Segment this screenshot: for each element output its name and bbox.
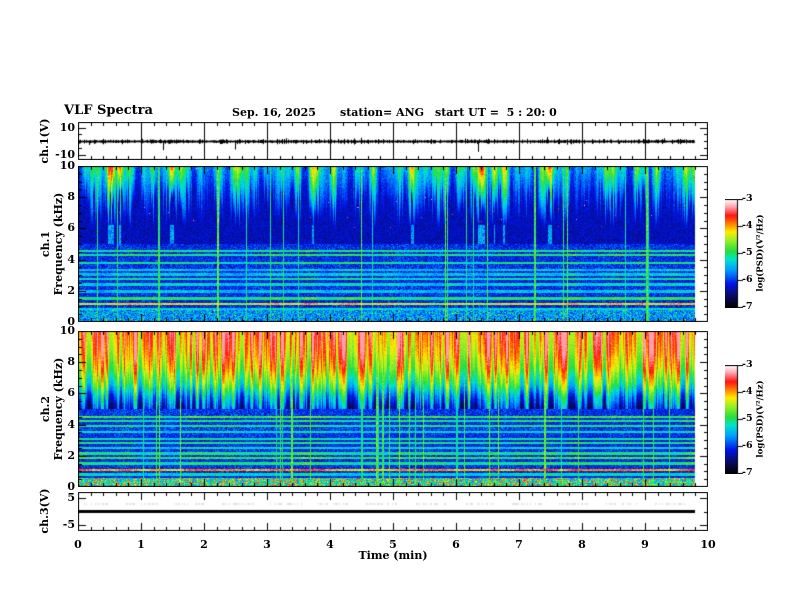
colorbar1-tick--3: -3 <box>742 193 753 204</box>
ch1-waveform-panel <box>78 122 708 160</box>
ch2-spectrogram-panel <box>78 331 708 487</box>
colorbar2-tick--7: -7 <box>742 467 753 478</box>
colorbar1-tick--7: -7 <box>742 301 753 312</box>
ch2-frequency-axis-label: Frequency (kHz) <box>51 357 65 461</box>
ch2-spec-ytick-8: 8 <box>67 355 75 369</box>
time-tick-7: 7 <box>515 538 523 551</box>
header-start-ut: start UT = 5 : 20: 0 <box>435 106 557 119</box>
header-date: Sep. 16, 2025 <box>232 106 316 119</box>
ch1-ytick--10: -10 <box>55 147 75 161</box>
colorbar2-tick--5: -5 <box>742 413 753 424</box>
time-tick-6: 6 <box>452 538 460 551</box>
colorbar2-tick--3: -3 <box>742 359 753 370</box>
ch2-spec-ytick-6: 6 <box>67 386 75 400</box>
colorbar1-tick--6: -6 <box>742 274 753 285</box>
time-tick-1: 1 <box>137 538 145 551</box>
time-tick-4: 4 <box>326 538 334 551</box>
ch1-spec-ytick-8: 8 <box>67 190 75 204</box>
ch2-spec-ytick-4: 4 <box>67 417 75 431</box>
time-axis-label: Time (min) <box>358 549 428 562</box>
ch1-ytick-10: 10 <box>59 120 75 134</box>
colorbar2-tick--4: -4 <box>742 386 753 397</box>
time-tick-9: 9 <box>641 538 649 551</box>
colorbar-ch2 <box>725 365 747 474</box>
ch3-waveform-panel <box>78 492 708 531</box>
time-tick-3: 3 <box>263 538 271 551</box>
ch2-spec-ytick-10: 10 <box>59 324 75 337</box>
ch3-ytick-5: 5 <box>67 491 75 504</box>
colorbar1-tick--4: -4 <box>742 220 753 231</box>
ch1-frequency-axis-label: Frequency (kHz) <box>51 192 65 296</box>
ch1-spec-ytick-10: 10 <box>59 159 75 172</box>
ch1-spec-ytick-4: 4 <box>67 252 75 266</box>
ch1-spec-ytick-0: 0 <box>67 315 75 328</box>
colorbar1-tick--5: -5 <box>742 247 753 258</box>
ch3-ytick--5: -5 <box>62 518 75 531</box>
figure-title: VLF Spectra <box>64 103 153 118</box>
ch1-spectrogram-panel <box>78 166 708 322</box>
time-tick-8: 8 <box>578 538 586 551</box>
time-tick-5: 5 <box>389 538 397 551</box>
time-tick-10: 10 <box>700 538 716 551</box>
ch2-spec-ytick-2: 2 <box>67 448 75 462</box>
colorbar-ch1 <box>725 199 747 308</box>
colorbar2-tick--6: -6 <box>742 440 753 451</box>
time-tick-0: 0 <box>74 538 82 551</box>
time-tick-2: 2 <box>200 538 208 551</box>
ch1-spec-ytick-2: 2 <box>67 283 75 297</box>
ch1-spec-ytick-6: 6 <box>67 221 75 235</box>
ch2-spec-ytick-0: 0 <box>67 480 75 493</box>
header-station: station= ANG <box>340 106 425 119</box>
